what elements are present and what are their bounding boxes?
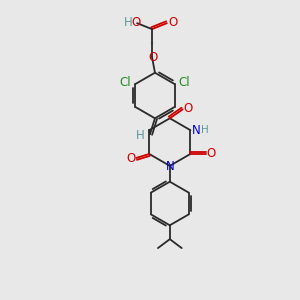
Text: O: O — [127, 152, 136, 165]
Text: Cl: Cl — [119, 76, 131, 88]
Text: H: H — [124, 16, 133, 29]
Text: N: N — [165, 160, 174, 173]
Text: O: O — [168, 16, 177, 29]
Text: Cl: Cl — [179, 76, 190, 88]
Text: N: N — [192, 124, 201, 137]
Text: O: O — [131, 16, 141, 29]
Text: H: H — [136, 129, 145, 142]
Text: O: O — [183, 102, 192, 115]
Text: O: O — [207, 148, 216, 160]
Text: H: H — [201, 125, 209, 135]
Text: O: O — [148, 51, 158, 64]
